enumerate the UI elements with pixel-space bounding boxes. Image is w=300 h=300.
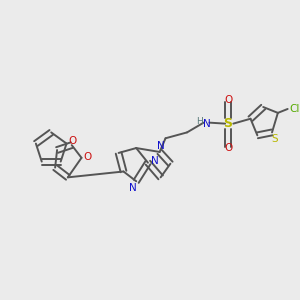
Text: O: O (84, 152, 92, 162)
Text: N: N (151, 156, 158, 166)
Text: N: N (157, 140, 165, 151)
Text: N: N (129, 183, 136, 193)
Text: H: H (196, 117, 202, 126)
Text: S: S (271, 134, 278, 144)
Text: O: O (224, 95, 232, 105)
Text: O: O (69, 136, 77, 146)
Text: N: N (203, 119, 211, 129)
Text: O: O (224, 143, 232, 153)
Text: S: S (224, 117, 232, 130)
Text: Cl: Cl (289, 104, 299, 114)
